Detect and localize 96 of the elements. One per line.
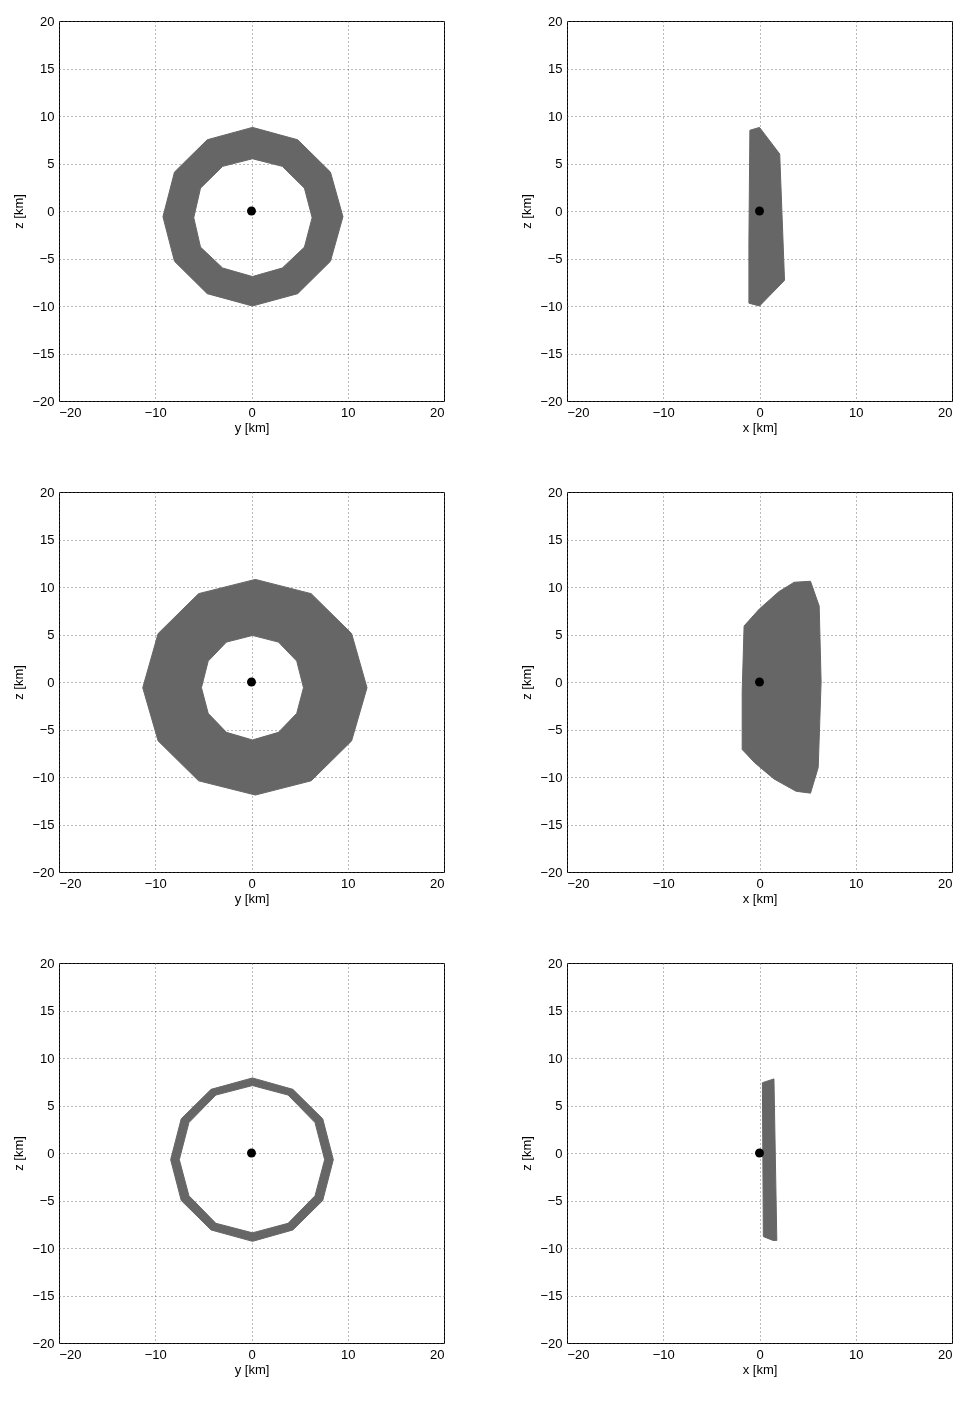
x-tick-label: −10 — [144, 875, 167, 891]
y-tick-label: −20 — [32, 393, 55, 409]
x-tick-label: 0 — [248, 875, 256, 891]
y-axis-title: z [km] — [11, 194, 27, 229]
y-tick-label: 15 — [40, 532, 55, 547]
x-tick-label: −20 — [59, 875, 82, 891]
y-tick-label: −20 — [540, 393, 563, 409]
y-tick-label: 15 — [40, 1003, 55, 1018]
y-tick-label: 20 — [548, 13, 563, 29]
x-axis-title: x [km] — [742, 890, 778, 906]
y-axis-title: z [km] — [519, 1136, 535, 1171]
y-tick-label: 5 — [555, 156, 563, 171]
y-tick-label: 20 — [40, 955, 55, 971]
x-tick-label: −20 — [59, 1346, 82, 1362]
y-tick-label: 10 — [548, 1050, 563, 1066]
x-tick-label: 0 — [756, 404, 764, 420]
y-axis-title: z [km] — [519, 665, 535, 700]
y-tick-label: 5 — [555, 1098, 563, 1113]
x-tick-label: −20 — [59, 404, 82, 420]
y-tick-label: −10 — [32, 298, 55, 314]
y-tick-label: −5 — [39, 1193, 55, 1208]
x-tick-label: 10 — [341, 1346, 356, 1362]
x-tick-label: −20 — [567, 1346, 590, 1362]
x-axis-title: y [km] — [234, 1361, 270, 1377]
x-tick-label: 0 — [248, 1346, 256, 1362]
y-tick-label: −10 — [32, 1240, 55, 1256]
y-tick-label: −10 — [540, 1240, 563, 1256]
y-tick-label: 15 — [40, 61, 55, 76]
x-tick-label: 20 — [430, 1346, 445, 1362]
y-tick-label: −20 — [32, 1335, 55, 1351]
x-axis-title: x [km] — [742, 1361, 778, 1377]
y-tick-label: 20 — [548, 955, 563, 971]
y-tick-label: 10 — [548, 579, 563, 595]
x-tick-label: 0 — [756, 875, 764, 891]
y-tick-label: −10 — [540, 769, 563, 785]
y-tick-label: 0 — [47, 1145, 55, 1161]
y-tick-label: 20 — [40, 484, 55, 500]
y-tick-label: 15 — [548, 1003, 563, 1018]
y-tick-label: −15 — [32, 346, 55, 361]
y-tick-label: −5 — [39, 722, 55, 737]
x-tick-label: −20 — [567, 875, 590, 891]
x-tick-label: −10 — [652, 875, 675, 891]
y-tick-label: 15 — [548, 532, 563, 547]
y-tick-label: −20 — [540, 1335, 563, 1351]
y-tick-label: 15 — [548, 61, 563, 76]
y-axis-title: z [km] — [519, 194, 535, 229]
x-tick-label: 10 — [341, 875, 356, 891]
x-tick-label: −10 — [144, 1346, 167, 1362]
x-tick-label: 20 — [938, 404, 953, 420]
y-tick-label: 10 — [40, 579, 55, 595]
x-axis-title: y [km] — [234, 890, 270, 906]
y-tick-label: 10 — [548, 108, 563, 124]
x-tick-label: −10 — [144, 404, 167, 420]
y-tick-label: 10 — [40, 1050, 55, 1066]
y-tick-label: −15 — [540, 346, 563, 361]
y-tick-label: 5 — [47, 156, 55, 171]
y-tick-label: −5 — [547, 251, 563, 266]
y-tick-label: 0 — [47, 203, 55, 219]
x-tick-label: 20 — [430, 875, 445, 891]
x-tick-label: 20 — [430, 404, 445, 420]
x-tick-label: −10 — [652, 404, 675, 420]
x-tick-label: 20 — [938, 875, 953, 891]
y-tick-label: 0 — [555, 1145, 563, 1161]
y-tick-label: −15 — [32, 1288, 55, 1303]
x-axis-title: x [km] — [742, 419, 778, 435]
y-tick-label: 0 — [555, 674, 563, 690]
y-tick-label: −5 — [547, 722, 563, 737]
y-tick-label: −15 — [32, 817, 55, 832]
y-axis-title: z [km] — [11, 1136, 27, 1171]
y-tick-label: −20 — [540, 864, 563, 880]
x-tick-label: 10 — [849, 1346, 864, 1362]
y-tick-label: −20 — [32, 864, 55, 880]
y-tick-label: 20 — [40, 13, 55, 29]
y-axis-title: z [km] — [11, 665, 27, 700]
y-tick-label: 5 — [555, 627, 563, 642]
y-tick-label: 20 — [548, 484, 563, 500]
x-tick-label: 0 — [248, 404, 256, 420]
y-tick-label: −5 — [39, 251, 55, 266]
x-axis-title: y [km] — [234, 419, 270, 435]
y-tick-label: 5 — [47, 1098, 55, 1113]
y-tick-label: 0 — [555, 203, 563, 219]
x-tick-label: −10 — [652, 1346, 675, 1362]
y-tick-label: 0 — [47, 674, 55, 690]
x-tick-label: −20 — [567, 404, 590, 420]
y-tick-label: 5 — [47, 627, 55, 642]
y-tick-label: −10 — [540, 298, 563, 314]
y-tick-label: −15 — [540, 817, 563, 832]
y-tick-label: −15 — [540, 1288, 563, 1303]
x-tick-label: 10 — [341, 404, 356, 420]
y-tick-label: 10 — [40, 108, 55, 124]
y-tick-label: −10 — [32, 769, 55, 785]
x-tick-label: 0 — [756, 1346, 764, 1362]
x-tick-label: 10 — [849, 875, 864, 891]
x-tick-label: 10 — [849, 404, 864, 420]
y-tick-label: −5 — [547, 1193, 563, 1208]
x-tick-label: 20 — [938, 1346, 953, 1362]
